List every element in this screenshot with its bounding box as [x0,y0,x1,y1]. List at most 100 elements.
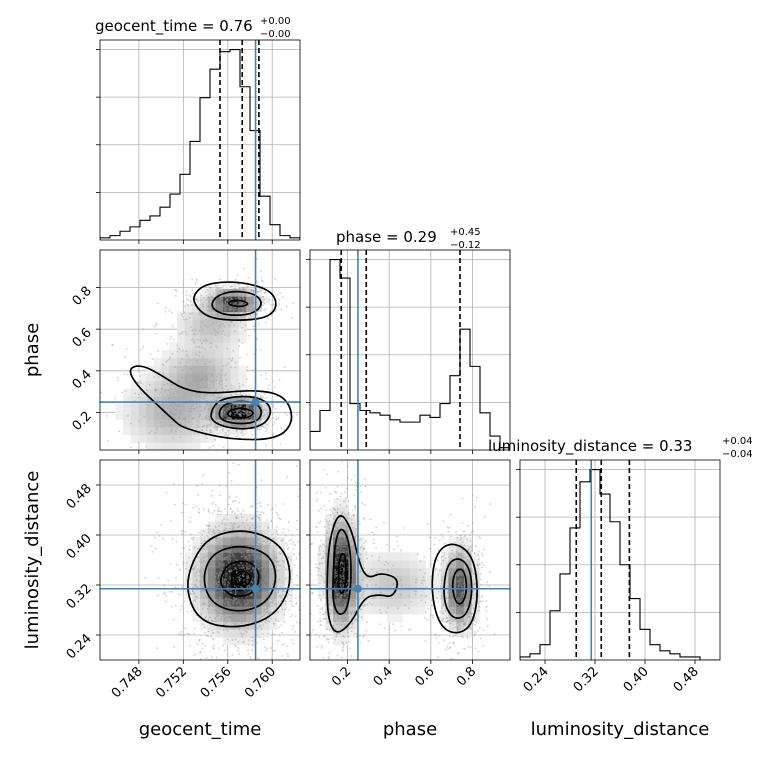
sample-point [168,359,170,361]
sample-point [220,377,222,379]
sample-point [441,534,443,536]
sample-point [235,316,237,318]
sample-point [444,543,446,545]
sample-point [174,289,176,291]
sample-point [209,287,211,289]
sample-point [325,585,327,587]
sample-point [219,596,221,598]
sample-point [226,385,228,387]
sample-point [206,400,208,402]
sample-point [268,384,270,386]
sample-point [159,371,161,373]
sample-point [329,566,331,568]
density-cell [372,606,380,614]
sample-point [215,527,217,529]
sample-point [273,633,275,635]
sample-point [248,309,250,311]
sample-point [199,585,201,587]
sample-point [215,284,217,286]
sample-point [230,508,232,510]
sample-point [242,410,244,412]
sample-point [318,547,320,549]
sample-point [207,568,209,570]
sample-point [320,610,322,612]
density-cell [379,598,387,606]
sample-point [260,419,262,421]
sample-point [325,581,327,583]
sample-point [265,378,267,380]
sample-point [219,562,221,564]
sample-point [282,296,284,298]
sample-point [485,607,487,609]
sample-point [230,393,232,395]
sample-point [199,339,201,341]
sample-point [196,407,198,409]
sample-point [337,471,339,473]
sample-point [457,627,459,629]
sample-point [242,429,244,431]
sample-point [446,563,448,565]
sample-point [331,549,333,551]
sample-point [297,585,299,587]
sample-point [270,647,272,649]
sample-point [347,618,349,620]
sample-point [166,343,168,345]
sample-point [236,430,238,432]
sample-point [248,576,250,578]
sample-point [252,524,254,526]
sample-point [295,615,297,617]
sample-point [231,293,233,295]
sample-point [274,623,276,625]
sample-point [241,316,243,318]
sample-point [267,567,269,569]
sample-point [240,621,242,623]
sample-point [215,567,217,569]
density-cell [387,614,395,622]
sample-point [481,567,483,569]
density-cell [131,412,139,420]
sample-point [196,278,198,280]
sample-point [353,571,355,573]
sample-point [275,505,277,507]
sample-point [256,338,258,340]
sample-point [415,579,417,581]
sample-point [236,536,238,538]
sample-point [334,572,336,574]
sample-point [205,405,207,407]
density-cell [372,598,380,606]
sample-point [230,611,232,613]
sample-point [215,621,217,623]
sample-point [209,511,211,513]
sample-point [117,379,119,381]
ylabel-phase: phase [22,323,43,377]
sample-point [415,581,417,583]
sample-point [275,595,277,597]
sample-point [220,421,222,423]
sample-point [158,376,160,378]
density-cell [395,552,403,560]
sample-point [228,435,230,437]
sample-point [297,495,299,497]
sample-point [305,549,307,551]
sample-point [216,572,218,574]
sample-point [393,548,395,550]
sample-point [206,326,208,328]
sample-point [212,445,214,447]
sample-point [455,566,457,568]
sample-point [174,586,176,588]
sample-point [186,611,188,613]
sample-point [335,558,337,560]
sample-point [285,609,287,611]
sample-point [288,557,290,559]
sample-point [231,307,233,309]
sample-point [347,580,349,582]
sample-point [494,633,496,635]
sample-point [113,525,115,527]
sample-point [368,640,370,642]
sample-point [207,630,209,632]
sample-point [287,548,289,550]
sample-point [400,579,402,581]
sample-point [149,384,151,386]
sample-point [327,521,329,523]
